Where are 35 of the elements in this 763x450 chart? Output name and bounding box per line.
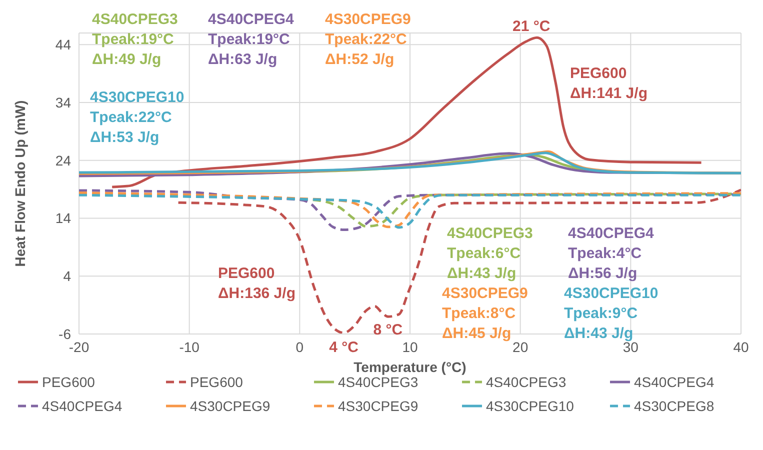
annotation: 4S40CPEG4 Tpeak:4°C ΔH:56 J/g (568, 225, 655, 282)
annotation: 21 °C (512, 18, 550, 35)
x-axis-title: Temperature (°C) (354, 359, 466, 375)
legend-label: 4S30CPEG10 (486, 398, 574, 414)
x-tick-label: 40 (733, 338, 749, 355)
legend-label: 4S40CPEG4 (42, 398, 122, 414)
x-tick-label: 10 (402, 338, 418, 355)
annotation: 4S40CPEG3 Tpeak:6°C ΔH:43 J/g (447, 225, 533, 282)
y-tick-label: 4 (63, 268, 72, 284)
x-tick-label: -10 (179, 338, 200, 355)
y-tick-label: 14 (55, 210, 72, 226)
y-tick-label: 34 (55, 94, 72, 110)
x-tick-label: 0 (296, 338, 304, 355)
annotation: PEG600 ΔH:136 J/g (218, 265, 296, 302)
y-tick-label: 44 (55, 36, 72, 53)
annotation: 8 °C (373, 322, 403, 339)
annotation: 4 °C (329, 339, 359, 356)
legend-label: PEG600 (42, 374, 95, 390)
x-tick-label: -20 (68, 338, 90, 355)
legend-label: 4S30CPEG9 (338, 398, 418, 414)
y-axis-title: Heat Flow Endo Up (mW) (12, 100, 28, 267)
legend-label: 4S40CPEG3 (486, 374, 566, 390)
legend-label: 4S30CPEG9 (190, 398, 270, 414)
legend-label: 4S40CPEG3 (338, 374, 418, 390)
annotation: PEG600 ΔH:141 J/g (570, 65, 648, 102)
annotation: 4S40CPEG4 Tpeak:19°C ΔH:63 J/g (208, 11, 295, 68)
legend-label: 4S40CPEG4 (634, 374, 714, 390)
annotation: 4S40CPEG3 Tpeak:19°C ΔH:49 J/g (92, 11, 178, 68)
y-tick-label: 24 (55, 152, 72, 168)
legend-label: PEG600 (190, 374, 243, 390)
annotation: 4S30CPEG9 Tpeak:22°C ΔH:52 J/g (325, 11, 411, 68)
legend-label: 4S30CPEG8 (634, 398, 714, 414)
annotation: 4S30CPEG10 Tpeak:9°C ΔH:43 J/g (564, 285, 658, 342)
annotation: 4S30CPEG10 Tpeak:22°C ΔH:53 J/g (90, 89, 184, 146)
y-tick-label: -6 (58, 326, 72, 342)
